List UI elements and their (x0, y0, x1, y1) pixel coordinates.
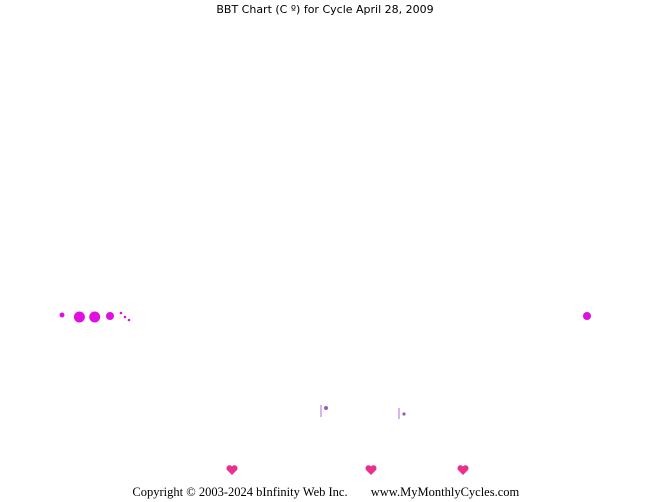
bd-marks (226, 465, 469, 475)
cerv-pos-marks (320, 405, 406, 419)
period-dot (73, 311, 85, 323)
copyright: Copyright © 2003-2024 bInfinity Web Inc. (132, 485, 347, 499)
cerv-pos-mark (324, 406, 328, 410)
period-dot (106, 312, 114, 320)
period-dot (59, 312, 65, 318)
period-dot (127, 318, 131, 322)
period-dot (123, 315, 127, 319)
bd-heart (365, 465, 377, 475)
site-url: www.MyMonthlyCycles.com (371, 485, 520, 499)
cerv-pos-mark (402, 412, 406, 416)
period-dot (89, 311, 101, 323)
chart-title: BBT Chart (C º) for Cycle April 28, 2009 (216, 3, 433, 16)
bd-heart (226, 465, 238, 475)
period-marks (59, 311, 591, 323)
period-dot (583, 312, 591, 320)
bd-heart (457, 465, 469, 475)
period-dot (119, 311, 123, 315)
